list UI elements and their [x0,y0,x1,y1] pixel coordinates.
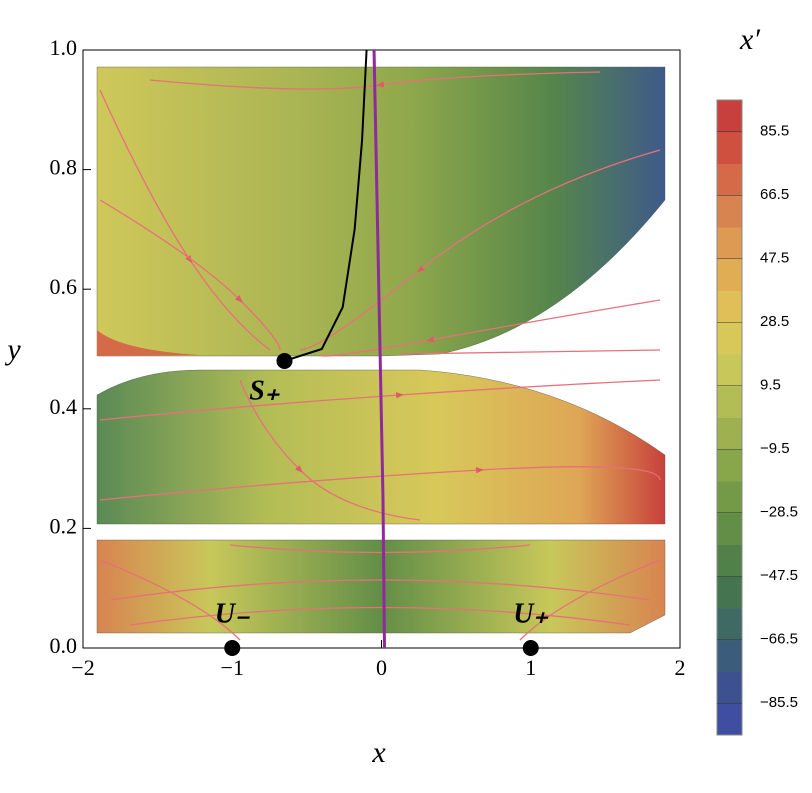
colorbar-band [717,671,742,704]
x-tick-label: 1 [525,655,536,680]
y-tick-label: 0.6 [50,274,78,299]
fixed-point [224,640,241,656]
y-axis-label: y [4,333,21,366]
colorbar-frame [716,99,743,736]
colorbar-band [717,163,742,196]
y-tick-label: 0.2 [50,513,78,538]
colorbar-tick-label: −66.5 [760,631,798,648]
colorbar-band [717,100,742,133]
colorbar-tick-label: 66.5 [760,186,789,203]
colorbar-band [717,195,742,228]
point-label: U₋ [215,598,250,629]
colorbar-title: x′ [739,23,760,56]
point-label: S₊ [249,375,280,406]
colorbar-band [717,544,742,577]
y-tick-label: 0.0 [50,633,78,658]
colorbar-band [717,322,742,355]
colorbar-band [717,131,742,164]
colorbar-tick-label: 47.5 [760,250,789,267]
colorbar-tick-label: −28.5 [760,504,798,521]
colorbar-band [717,354,742,387]
colorbar-band [717,703,742,736]
colorbar-band [717,385,742,418]
colorbar-band [717,227,742,260]
colorbar-band [717,608,742,641]
colorbar-tick-label: −85.5 [760,694,798,711]
point-label: U₊ [513,598,548,629]
x-tick-label: −2 [71,655,94,680]
colorbar-tick-label: 85.5 [760,123,789,140]
y-tick-label: 1.0 [50,35,78,60]
colorbar-band [717,576,742,609]
colorbar-tick-label: −47.5 [760,567,798,584]
y-tick-label: 0.8 [50,155,78,180]
colorbar-band [717,639,742,672]
x-tick-label: 0 [376,655,387,680]
fixed-point [276,352,293,369]
x-axis-label: x [371,736,386,769]
colorbar-band [717,512,742,545]
x-tick-label: −1 [221,655,244,680]
x-tick-label: 2 [675,655,686,680]
colorbar-band [717,449,742,482]
colorbar-band [717,481,742,514]
colorbar-band [717,290,742,323]
curve [284,49,368,362]
colorbar-tick-label: −9.5 [760,440,790,457]
y-tick-label: 0.4 [50,394,78,419]
colorbar-tick-label: 28.5 [760,313,789,330]
fixed-point [522,640,539,656]
colorbar-band [717,417,742,450]
curve [372,49,386,649]
colorbar-tick-label: 9.5 [760,377,781,394]
streamlines [99,71,661,641]
colorbar-band [717,258,742,291]
